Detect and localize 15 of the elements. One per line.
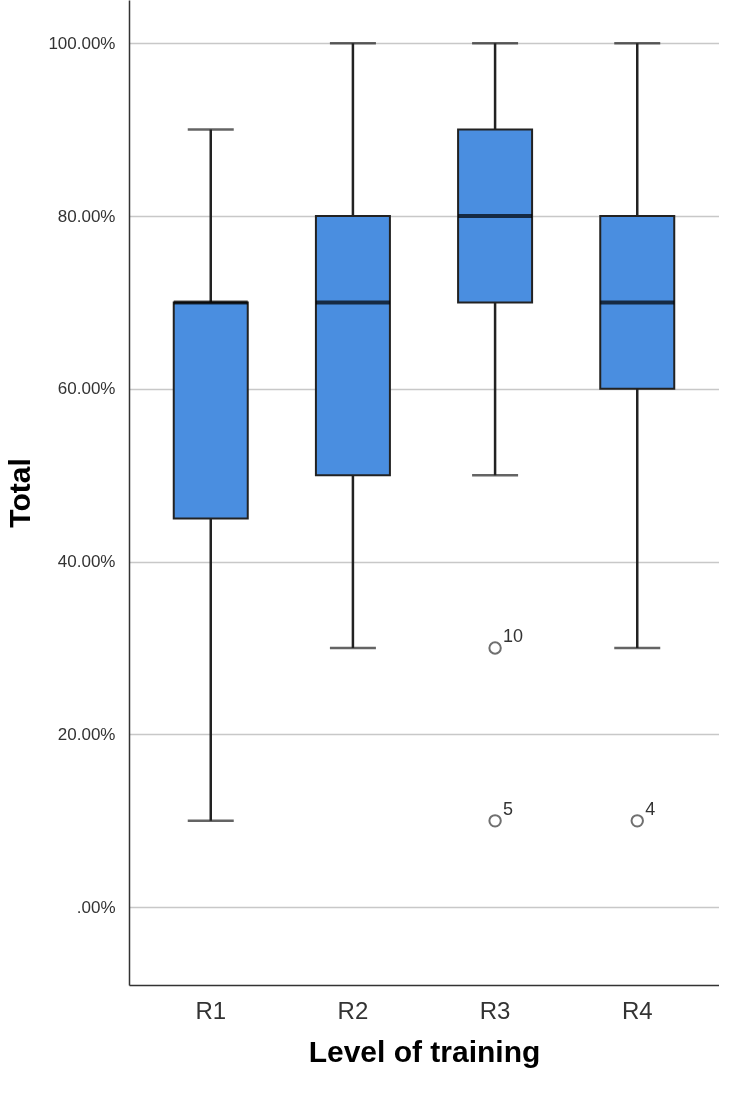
x-tick-label: R2 xyxy=(337,996,369,1024)
x-tick-label: R4 xyxy=(621,996,653,1024)
y-tick-label: 80.00% xyxy=(57,206,116,226)
annotation: 4 xyxy=(645,798,656,819)
y-tick-label: 100.00% xyxy=(48,33,116,53)
annotation: 5 xyxy=(503,798,514,819)
x-tick-label: R3 xyxy=(479,996,511,1024)
y-axis-title: Total xyxy=(3,458,37,528)
y-tick-label: 20.00% xyxy=(57,724,116,744)
y-tick-label: .00% xyxy=(76,897,116,917)
annotation: 10 xyxy=(503,626,524,647)
x-axis-title: Level of training xyxy=(308,1034,541,1068)
x-tick-label: R1 xyxy=(195,996,227,1024)
y-tick-label: 40.00% xyxy=(57,552,116,572)
y-tick-label: 60.00% xyxy=(57,379,116,399)
